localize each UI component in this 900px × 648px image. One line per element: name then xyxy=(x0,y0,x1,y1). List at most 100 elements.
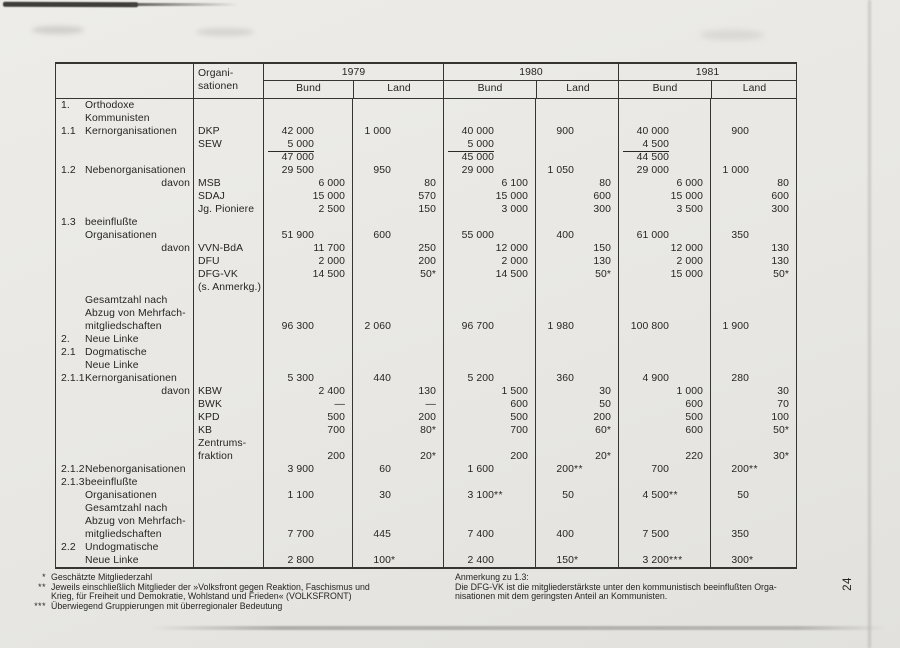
value-cell xyxy=(710,333,796,346)
value-cell xyxy=(263,476,352,489)
cell-value: 70 xyxy=(777,399,789,410)
value-cell: 600 xyxy=(352,229,443,242)
row-label-cell: davon xyxy=(161,178,190,189)
cell-value: 2 000 xyxy=(318,256,345,267)
value-cell: 3 900 xyxy=(263,463,352,476)
cell-value: 3 000 xyxy=(501,204,528,215)
value-cell: 700 xyxy=(618,463,710,476)
value-cell: 400 xyxy=(535,229,618,242)
footnote: ** Jeweils einschließlich Mitglieder der… xyxy=(30,582,370,602)
row-label: mitgliedschaften xyxy=(85,529,162,540)
value-cell: 1 500 xyxy=(443,385,535,398)
value-cell: 50 xyxy=(710,489,796,502)
cell-value: 50* xyxy=(773,425,789,436)
cell-value: 1 980 xyxy=(547,321,574,332)
cell-value: 3 900 xyxy=(287,464,314,475)
value-cell xyxy=(352,502,443,515)
cell-value: 6 100 xyxy=(501,178,528,189)
table-row: davon KBW 2 400 130 1 500 30 1 000 30 xyxy=(56,385,796,398)
table-row: KPD 500 200 500 200 500 100 xyxy=(56,411,796,424)
header-year-group-1981: 1981 Bund Land xyxy=(618,64,796,98)
org-name-cell: SEW xyxy=(193,138,263,151)
org-name-cell: Zentrums- xyxy=(193,437,263,450)
value-cell xyxy=(263,281,352,294)
cell-value: 130 xyxy=(771,256,789,267)
footnote-marker: *** xyxy=(669,555,683,566)
row-label-cell xyxy=(56,255,193,268)
value-cell: 5 000 xyxy=(443,138,535,152)
value-cell xyxy=(263,502,352,515)
cell-value: 47 000 xyxy=(281,152,314,163)
value-cell xyxy=(618,333,710,346)
cell-value: 1 600 xyxy=(467,464,494,475)
value-cell: 80* xyxy=(352,424,443,437)
value-cell xyxy=(618,216,710,229)
value-cell: 2 000 xyxy=(618,255,710,268)
row-label-cell: 2.1 Dogmatische xyxy=(56,346,193,359)
cell-value: 1 500 xyxy=(501,386,528,397)
footnotes-left: * Geschätzte Mitgliederzahl ** Jeweils e… xyxy=(30,572,370,611)
row-label-cell: davon xyxy=(161,243,190,254)
cell-value: 130 xyxy=(418,386,436,397)
footnote-anmerkung: Anmerkung zu 1.3: Die DFG-VK ist die mit… xyxy=(455,572,800,602)
value-cell xyxy=(535,216,618,229)
value-cell: 1 000 xyxy=(352,125,443,138)
row-label-cell xyxy=(56,411,193,424)
value-cell: 2 500 xyxy=(263,203,352,216)
membership-table: Organi-sationen 1979 Bund Land 1980 Bund… xyxy=(55,62,797,569)
value-cell: 70 xyxy=(710,398,796,411)
value-cell: 96 700 xyxy=(443,320,535,333)
value-cell: 130 xyxy=(352,385,443,398)
row-label-cell: 2.1.2 Nebenorganisationen xyxy=(56,463,193,476)
value-cell xyxy=(535,346,618,359)
header-year-group-1979: 1979 Bund Land xyxy=(263,64,443,98)
value-cell xyxy=(535,138,618,151)
value-cell xyxy=(710,541,796,554)
value-cell: 100* xyxy=(352,554,443,567)
value-cell: 80 xyxy=(352,177,443,190)
value-cell: 29 000 xyxy=(618,164,710,177)
cell-value: 2 500 xyxy=(318,204,345,215)
value-cell: 4 900 xyxy=(618,372,710,385)
row-label-cell: 2.2 Undogmatische xyxy=(56,541,193,554)
value-cell: 300* xyxy=(710,554,796,567)
cell-value: 150 xyxy=(556,555,574,566)
value-cell: 2 060 xyxy=(352,320,443,333)
row-label-cell xyxy=(56,190,193,203)
cell-value: 11 700 xyxy=(313,243,345,254)
header-empty-cell xyxy=(56,64,193,98)
value-cell xyxy=(618,112,710,125)
value-cell: 12 000 xyxy=(618,242,710,255)
row-label-cell: 1.2 Nebenorganisationen xyxy=(56,164,193,177)
value-cell: 150* xyxy=(535,554,618,567)
cell-value: 80 xyxy=(777,178,789,189)
cell-value: 2 800 xyxy=(287,555,314,566)
value-cell xyxy=(710,138,796,151)
cell-value: 60 xyxy=(379,464,391,475)
cell-value: 200 xyxy=(418,412,436,423)
org-name-cell xyxy=(193,112,263,125)
value-cell: 500 xyxy=(618,411,710,424)
value-cell xyxy=(618,515,710,528)
value-cell xyxy=(535,294,618,307)
value-cell xyxy=(352,333,443,346)
table-row: davon MSB 6 000 80 6 100 80 6 000 80 xyxy=(56,177,796,190)
value-cell: 600 xyxy=(618,398,710,411)
row-label: Abzug von Mehrfach- xyxy=(85,516,186,527)
value-cell: 200 xyxy=(443,450,535,463)
footnote-text: Überwiegend Gruppierungen mit überregion… xyxy=(51,600,283,611)
value-cell: 150 xyxy=(352,203,443,216)
table-row: 2.1 Dogmatische xyxy=(56,346,796,359)
table-row: 2.1.3 beeinflußte xyxy=(56,476,796,489)
value-cell xyxy=(710,281,796,294)
org-name-cell xyxy=(193,476,263,489)
value-cell xyxy=(352,346,443,359)
cell-value: 50* xyxy=(595,269,611,280)
value-cell: 50 xyxy=(535,398,618,411)
row-label-cell xyxy=(56,151,193,164)
value-cell: 1 050 xyxy=(535,164,618,177)
value-cell: 900 xyxy=(710,125,796,138)
value-cell xyxy=(263,359,352,372)
cell-value: 1 100 xyxy=(287,490,314,501)
value-cell: 950 xyxy=(352,164,443,177)
